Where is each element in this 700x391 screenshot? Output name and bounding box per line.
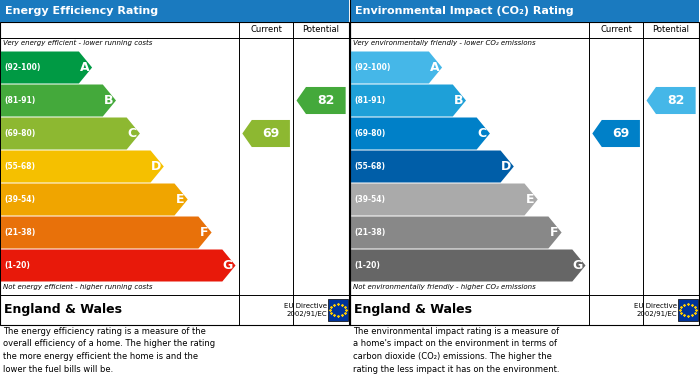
Polygon shape [1, 84, 116, 117]
Text: Potential: Potential [302, 25, 340, 34]
Text: EU Directive
2002/91/EC: EU Directive 2002/91/EC [284, 303, 327, 317]
Text: 82: 82 [667, 94, 685, 107]
Text: (92-100): (92-100) [4, 63, 41, 72]
Polygon shape [351, 52, 442, 84]
Text: B: B [104, 94, 113, 107]
Text: G: G [573, 259, 582, 272]
Polygon shape [592, 120, 640, 147]
Text: A: A [80, 61, 89, 74]
Bar [0, 0, 349, 22]
Text: England & Wales: England & Wales [4, 303, 122, 316]
Text: 69: 69 [262, 127, 279, 140]
Text: Environmental Impact (CO₂) Rating: Environmental Impact (CO₂) Rating [355, 6, 573, 16]
Bar [0, 22, 349, 325]
Text: (1-20): (1-20) [4, 261, 30, 270]
Polygon shape [1, 217, 211, 249]
Text: Potential: Potential [652, 25, 690, 34]
Polygon shape [242, 120, 290, 147]
Polygon shape [351, 118, 490, 149]
Polygon shape [351, 217, 561, 249]
Text: D: D [500, 160, 511, 173]
Text: F: F [550, 226, 559, 239]
Text: (21-38): (21-38) [4, 228, 35, 237]
Text: E: E [176, 193, 185, 206]
Text: (92-100): (92-100) [354, 63, 391, 72]
Polygon shape [1, 249, 235, 282]
Text: Not energy efficient - higher running costs: Not energy efficient - higher running co… [3, 284, 153, 290]
Text: B: B [454, 94, 463, 107]
Text: Not environmentally friendly - higher CO₂ emissions: Not environmentally friendly - higher CO… [353, 284, 536, 290]
Text: C: C [478, 127, 487, 140]
Text: Very environmentally friendly - lower CO₂ emissions: Very environmentally friendly - lower CO… [353, 40, 536, 46]
Polygon shape [351, 249, 585, 282]
Bar [328, 299, 348, 321]
Polygon shape [351, 84, 466, 117]
Bar [350, 22, 699, 325]
Text: EU Directive
2002/91/EC: EU Directive 2002/91/EC [634, 303, 677, 317]
Polygon shape [1, 52, 92, 84]
Polygon shape [1, 118, 140, 149]
Text: D: D [150, 160, 161, 173]
Bar [350, 0, 699, 22]
Text: (39-54): (39-54) [4, 195, 35, 204]
Text: F: F [200, 226, 209, 239]
Text: (1-20): (1-20) [354, 261, 380, 270]
Text: England & Wales: England & Wales [354, 303, 472, 316]
Text: Current: Current [600, 25, 632, 34]
Text: C: C [128, 127, 137, 140]
Text: 69: 69 [612, 127, 629, 140]
Text: (69-80): (69-80) [4, 129, 35, 138]
Text: The environmental impact rating is a measure of
a home's impact on the environme: The environmental impact rating is a mea… [353, 327, 559, 373]
Polygon shape [1, 151, 164, 183]
Text: (55-68): (55-68) [354, 162, 385, 171]
Text: Energy Efficiency Rating: Energy Efficiency Rating [5, 6, 158, 16]
Bar [678, 299, 698, 321]
Text: The energy efficiency rating is a measure of the
overall efficiency of a home. T: The energy efficiency rating is a measur… [3, 327, 215, 373]
Text: E: E [526, 193, 535, 206]
Polygon shape [1, 183, 188, 215]
Text: (81-91): (81-91) [4, 96, 35, 105]
Polygon shape [351, 183, 538, 215]
Text: 82: 82 [317, 94, 335, 107]
Polygon shape [297, 87, 346, 114]
Polygon shape [351, 151, 514, 183]
Text: G: G [223, 259, 232, 272]
Text: (55-68): (55-68) [4, 162, 35, 171]
Text: Current: Current [250, 25, 282, 34]
Text: (69-80): (69-80) [354, 129, 385, 138]
Text: Very energy efficient - lower running costs: Very energy efficient - lower running co… [3, 40, 153, 46]
Text: (21-38): (21-38) [354, 228, 385, 237]
Text: A: A [430, 61, 439, 74]
Polygon shape [647, 87, 696, 114]
Text: (39-54): (39-54) [354, 195, 385, 204]
Text: (81-91): (81-91) [354, 96, 385, 105]
